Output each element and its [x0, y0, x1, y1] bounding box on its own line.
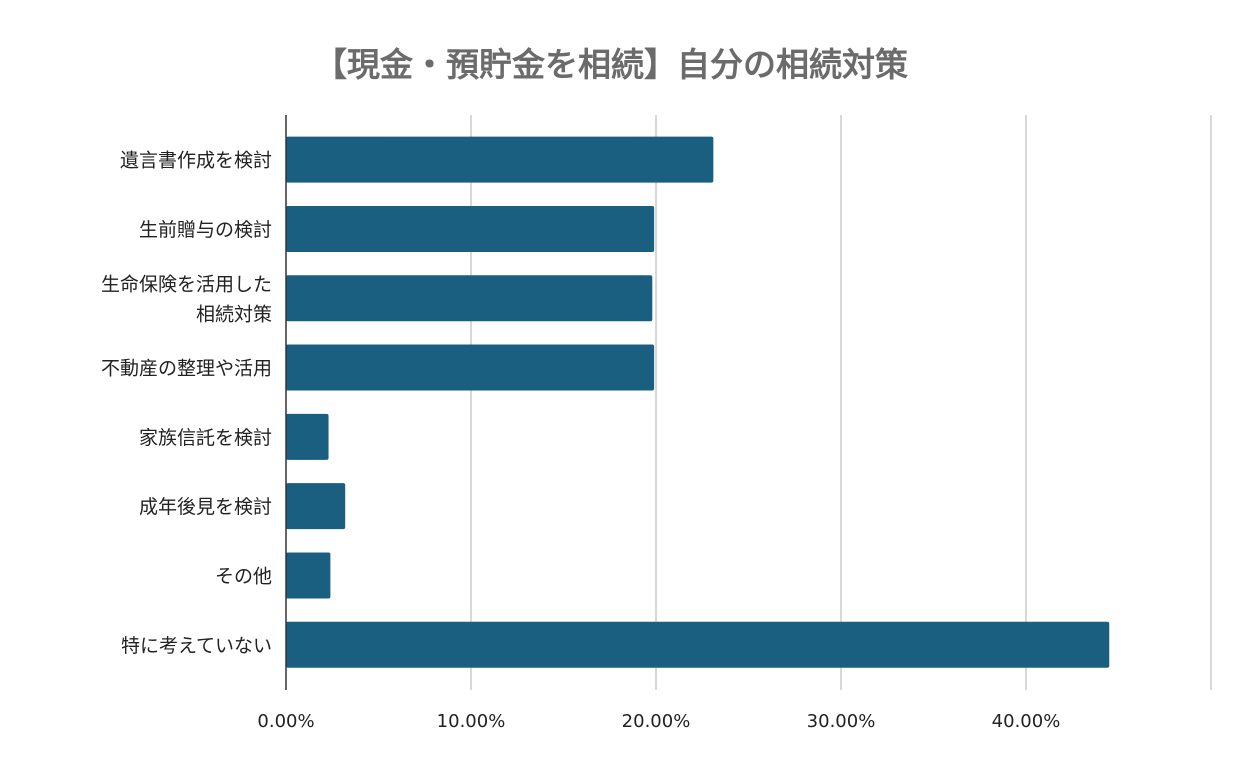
- x-tick-label: 0.00%: [257, 711, 314, 732]
- x-tick-label: 30.00%: [807, 711, 876, 732]
- category-label: 遺言書作成を検討: [120, 150, 272, 172]
- category-label: 不動産の整理や活用: [101, 358, 272, 380]
- bar: [286, 483, 346, 530]
- category-label: 生命保険を活用した相続対策: [101, 273, 272, 325]
- bar: [286, 136, 714, 183]
- bar: [286, 413, 329, 460]
- category-label: その他: [215, 565, 272, 587]
- chart-title: 【現金・預貯金を相続】自分の相続対策: [314, 45, 908, 84]
- x-tick-labels: 0.00% 10.00% 20.00% 30.00% 40.00%: [257, 711, 1060, 732]
- x-tick-label: 20.00%: [622, 711, 691, 732]
- category-label: 成年後見を検討: [139, 496, 272, 518]
- bar: [286, 552, 331, 599]
- gridlines: [470, 115, 1212, 690]
- category-labels: 遺言書作成を検討生前贈与の検討生命保険を活用した相続対策不動産の整理や活用家族信…: [101, 150, 272, 657]
- bar: [286, 344, 655, 391]
- bar: [286, 621, 1110, 668]
- category-label: 生前贈与の検討: [139, 219, 272, 241]
- x-tick-label: 40.00%: [992, 711, 1061, 732]
- bar: [286, 275, 653, 322]
- x-tick-label: 10.00%: [437, 711, 506, 732]
- category-label: 家族信託を検討: [139, 427, 272, 449]
- bar: [286, 205, 655, 252]
- category-label: 特に考えていない: [121, 635, 272, 657]
- bars: [286, 136, 1110, 668]
